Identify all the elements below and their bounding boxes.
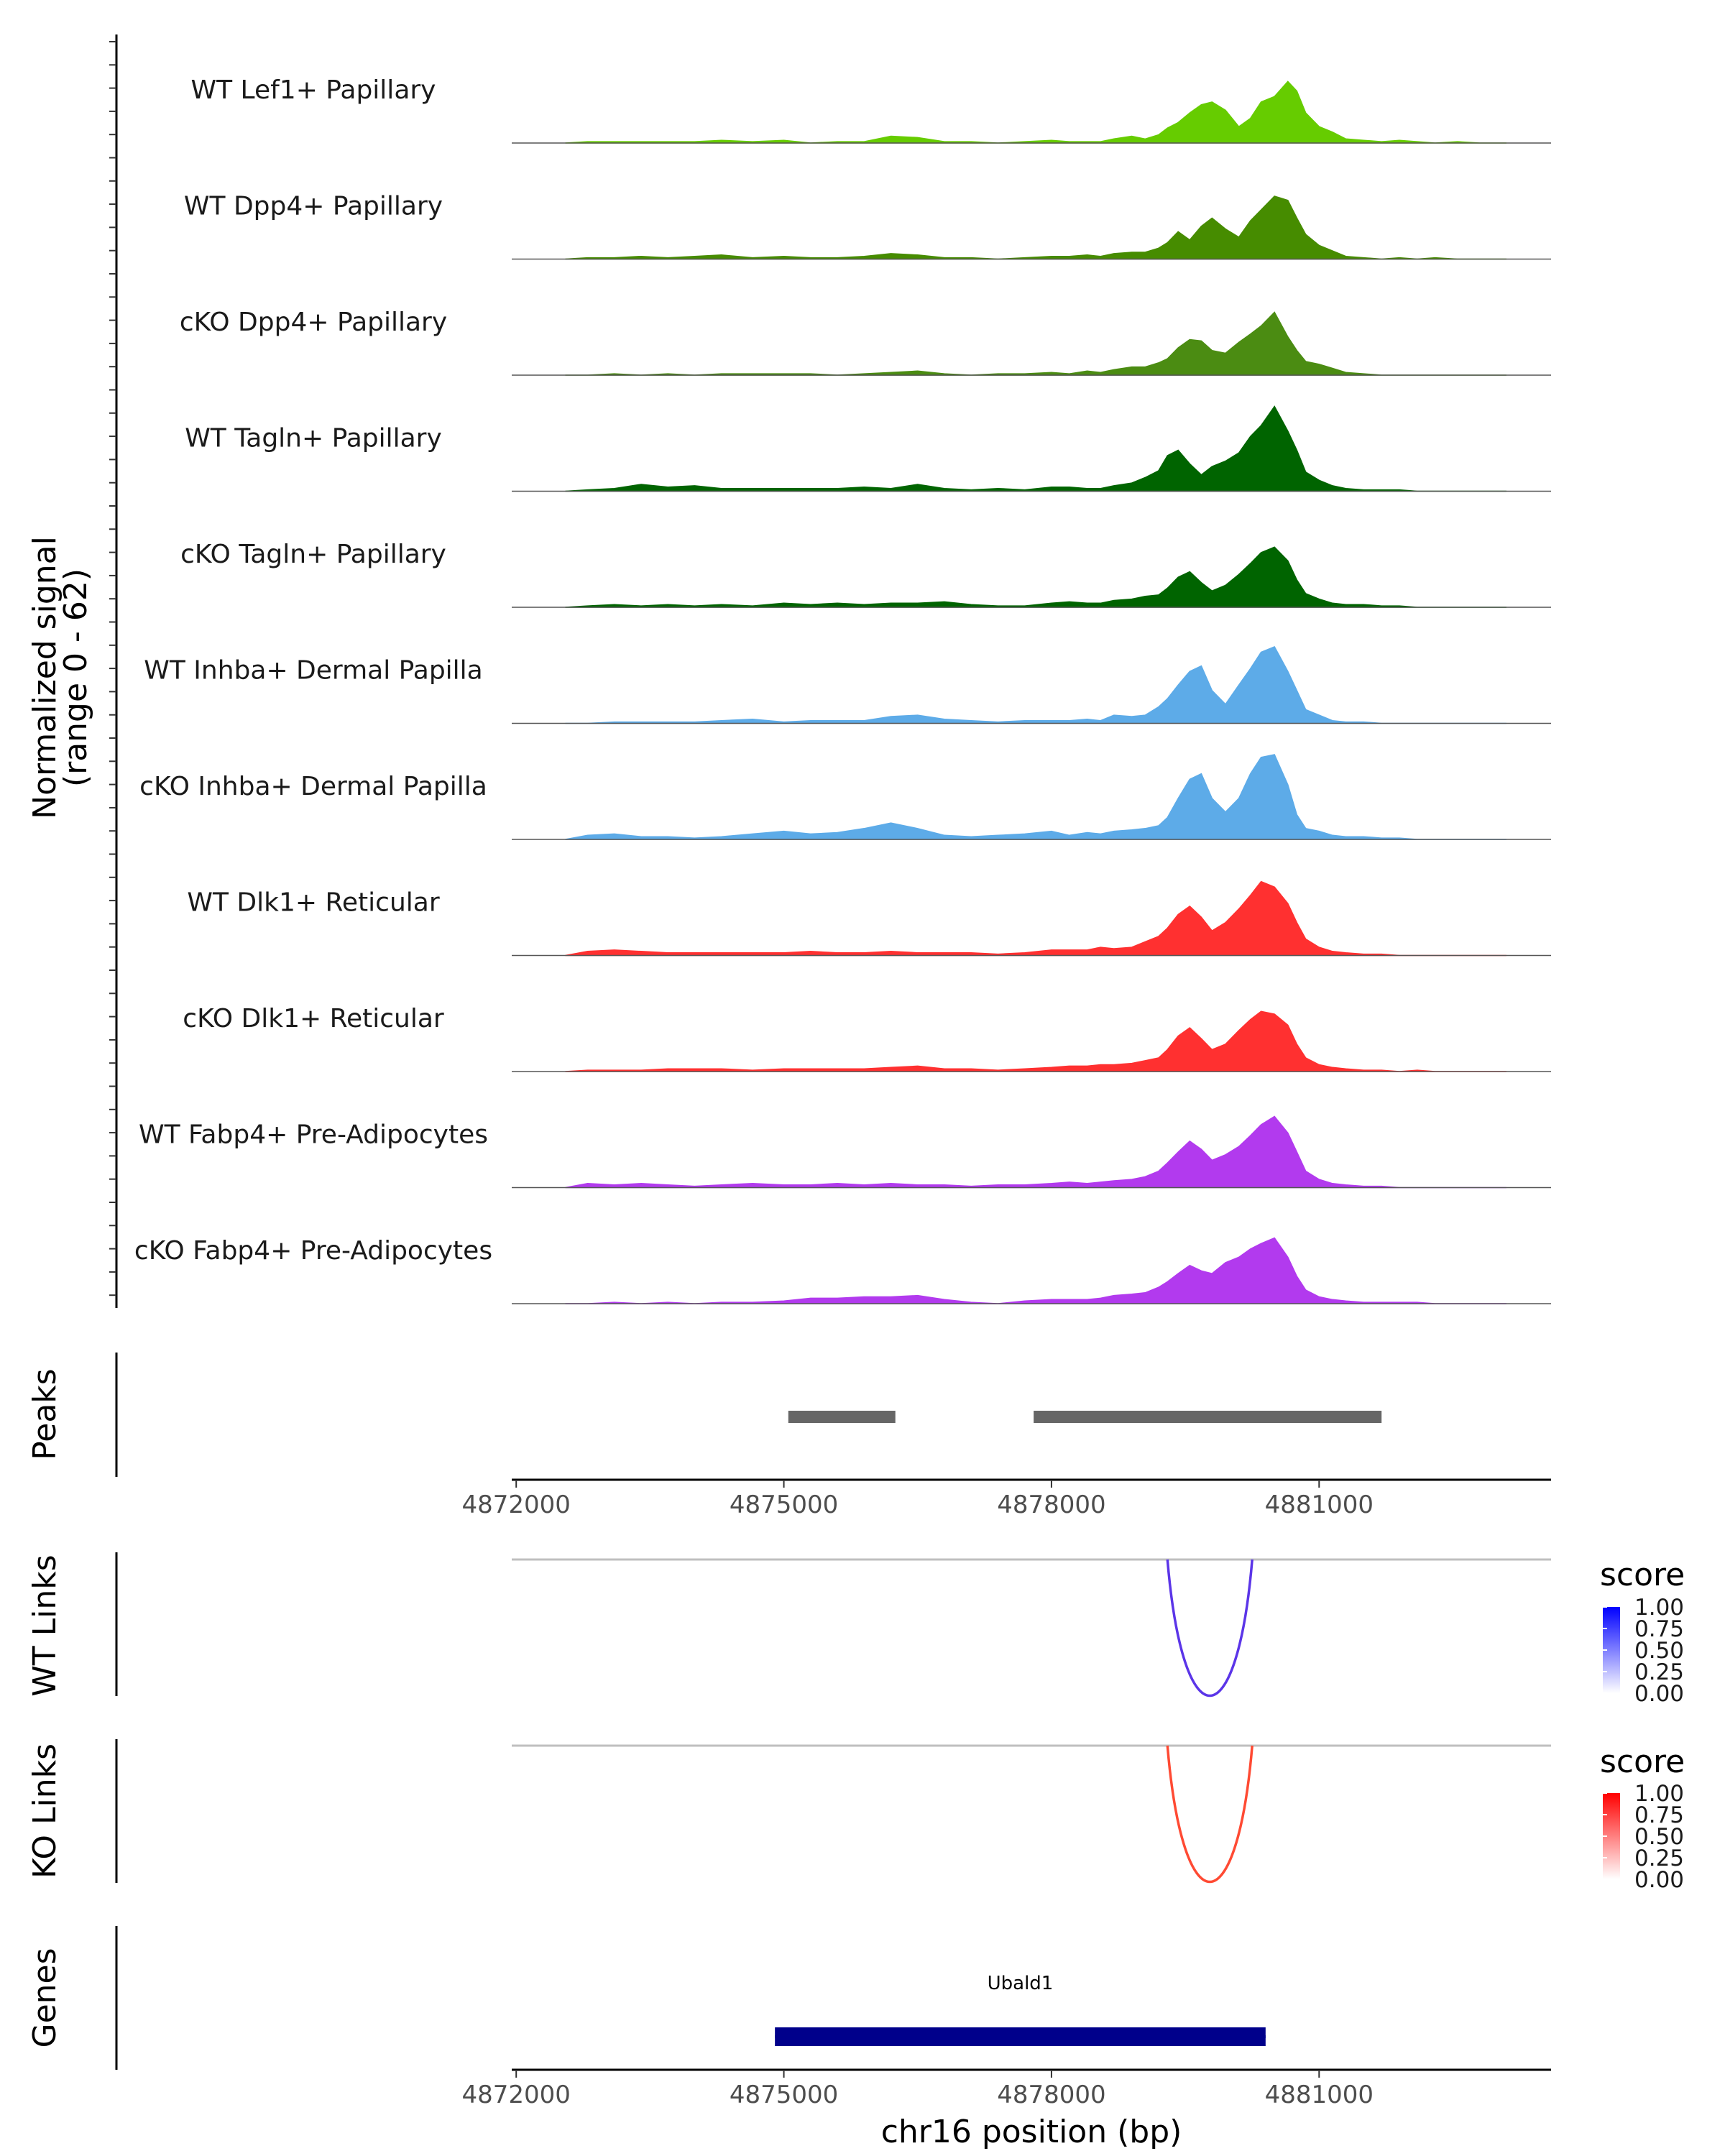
x-tick-label: 4872000 xyxy=(461,1491,570,1519)
x-tick-label: 4875000 xyxy=(730,2081,838,2109)
coverage-area xyxy=(565,1010,1506,1072)
coverage-track-label: WT Inhba+ Dermal Papilla xyxy=(144,656,482,686)
coverage-track-label: cKO Dpp4+ Papillary xyxy=(180,308,447,337)
x-tick-label: 4878000 xyxy=(997,2081,1105,2109)
gene-label: Ubald1 xyxy=(988,1973,1054,1994)
gene-body xyxy=(775,2027,1266,2046)
coverage-track: cKO Dpp4+ Papillary xyxy=(180,308,1551,376)
legend-tick-label: 0.25 xyxy=(1634,1846,1684,1871)
wt-links-track-label: WT Links xyxy=(27,1554,63,1696)
coverage-area xyxy=(565,405,1506,492)
coverage-area xyxy=(565,195,1506,260)
coverage-y-ticks xyxy=(109,41,116,1296)
peak-region xyxy=(1034,1411,1382,1423)
legend-tick-label: 0.25 xyxy=(1634,1659,1684,1685)
coverage-track-label: WT Fabp4+ Pre-Adipocytes xyxy=(139,1120,488,1150)
coverage-track-label: cKO Fabp4+ Pre-Adipocytes xyxy=(134,1236,492,1266)
wt-links-score-legend: score 1.000.750.500.250.00 xyxy=(1600,1557,1685,1707)
legend-tick-label: 0.00 xyxy=(1634,1867,1684,1893)
coverage-track: WT Tagln+ Papillary xyxy=(185,405,1551,492)
legend-tick-label: 0.50 xyxy=(1634,1638,1684,1664)
link-arc xyxy=(1166,1559,1254,1697)
link-arc xyxy=(1166,1745,1254,1883)
legend-tick-label: 1.00 xyxy=(1634,1781,1684,1807)
coverage-track: cKO Inhba+ Dermal Papilla xyxy=(139,754,1551,840)
genes-track: Ubald1 xyxy=(775,1973,1266,2046)
coverage-track: cKO Dlk1+ Reticular xyxy=(183,1004,1551,1072)
legend-tick-label: 0.50 xyxy=(1634,1824,1684,1850)
peaks-track xyxy=(788,1411,1382,1423)
legend-title: score xyxy=(1600,1557,1685,1593)
x-axis-bottom: 4872000 4875000 4878000 4881000 xyxy=(461,2068,1551,2109)
x-tick-label: 4881000 xyxy=(1265,1491,1374,1519)
coverage-track: WT Fabp4+ Pre-Adipocytes xyxy=(139,1115,1551,1189)
ko-links-track-label: KO Links xyxy=(27,1743,63,1879)
coverage-track: WT Dlk1+ Reticular xyxy=(187,880,1551,957)
coverage-area xyxy=(565,546,1506,608)
peaks-track-label: Peaks xyxy=(27,1368,63,1460)
coverage-tracks: WT Lef1+ Papillary WT Dpp4+ Papillary cKO … xyxy=(134,75,1551,1304)
coverage-track-label: WT Dpp4+ Papillary xyxy=(184,192,443,221)
wt-links-track xyxy=(512,1558,1551,1697)
x-tick-label: 4872000 xyxy=(461,2081,570,2109)
coverage-track: cKO Fabp4+ Pre-Adipocytes xyxy=(134,1236,1551,1304)
coverage-area xyxy=(565,311,1506,376)
coverage-track-label: WT Dlk1+ Reticular xyxy=(187,888,439,918)
coverage-track-label: WT Lef1+ Papillary xyxy=(191,75,436,105)
coverage-track-label: cKO Inhba+ Dermal Papilla xyxy=(139,772,487,801)
x-axis-title: chr16 position (bp) xyxy=(881,2114,1182,2150)
coverage-track: WT Lef1+ Papillary xyxy=(191,75,1551,144)
peak-region xyxy=(788,1411,896,1423)
ko-links-track xyxy=(512,1744,1551,1883)
x-tick-label: 4878000 xyxy=(997,1491,1105,1519)
coverage-track: WT Inhba+ Dermal Papilla xyxy=(144,645,1551,724)
coverage-area xyxy=(565,1115,1506,1189)
coverage-track-label: WT Tagln+ Papillary xyxy=(185,424,442,453)
legend-tick-label: 0.75 xyxy=(1634,1616,1684,1642)
coverage-track: cKO Tagln+ Papillary xyxy=(180,540,1551,608)
coverage-track-label: cKO Tagln+ Papillary xyxy=(180,540,446,569)
legend-title: score xyxy=(1600,1743,1685,1780)
coverage-area xyxy=(565,880,1506,957)
x-tick-label: 4875000 xyxy=(730,1491,838,1519)
coverage-area xyxy=(565,80,1506,144)
coverage-y-axis-range: (range 0 - 62) xyxy=(58,568,94,787)
legend-tick-label: 0.75 xyxy=(1634,1802,1684,1828)
coverage-area xyxy=(565,754,1506,840)
x-tick-label: 4881000 xyxy=(1265,2081,1374,2109)
legend-tick-label: 1.00 xyxy=(1634,1595,1684,1621)
coverage-track-label: cKO Dlk1+ Reticular xyxy=(183,1004,444,1033)
legend-tick-label: 0.00 xyxy=(1634,1681,1684,1707)
x-axis-top: 4872000 4875000 4878000 4881000 xyxy=(461,1478,1551,1519)
coverage-area xyxy=(565,645,1506,724)
genes-track-label: Genes xyxy=(27,1948,63,2047)
coverage-y-axis-title: Normalized signal xyxy=(27,536,63,819)
coverage-track: WT Dpp4+ Papillary xyxy=(184,192,1551,260)
coverage-area xyxy=(565,1237,1506,1304)
ko-links-score-legend: score 1.000.750.500.250.00 xyxy=(1600,1743,1685,1893)
